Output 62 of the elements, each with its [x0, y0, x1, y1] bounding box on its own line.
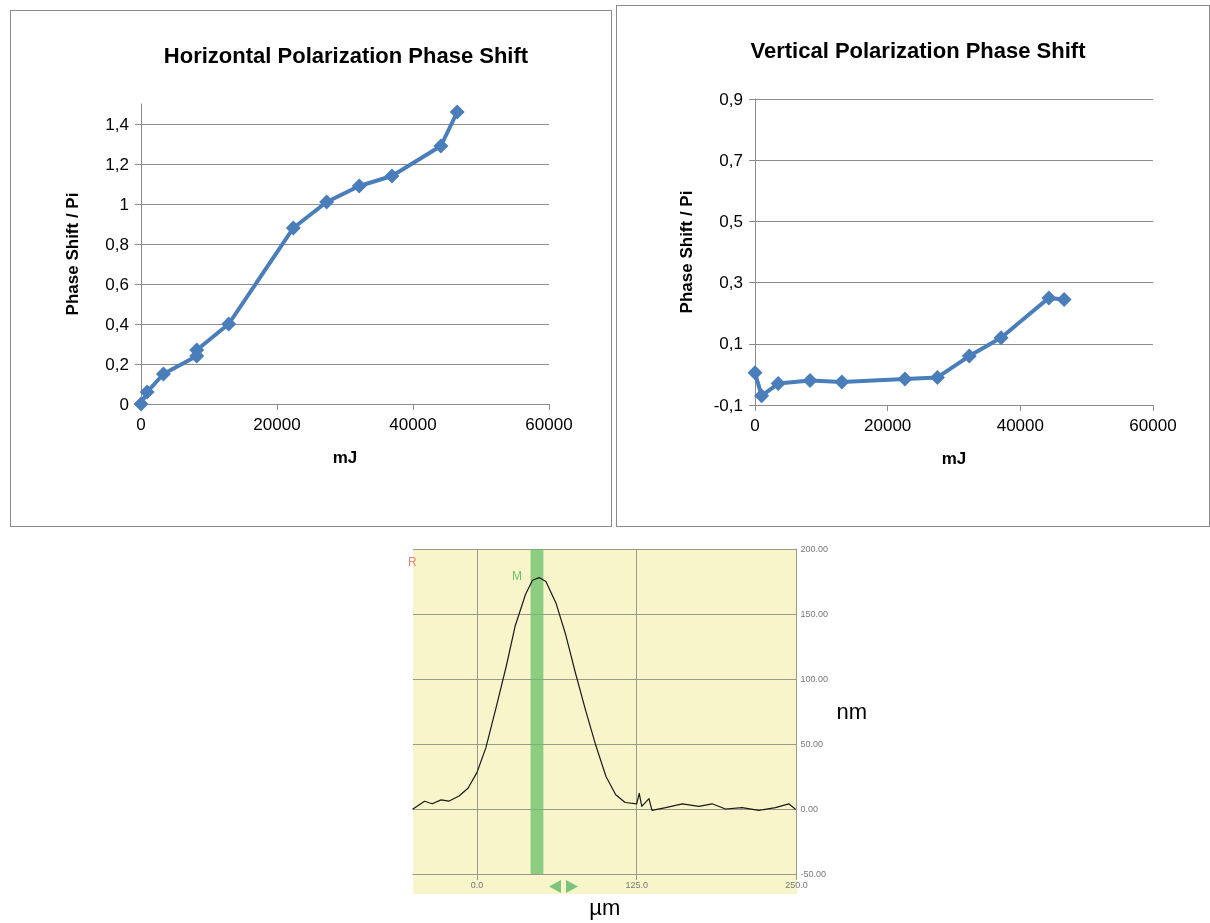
- point: [993, 330, 1009, 346]
- x-tick-label: 0: [136, 415, 146, 434]
- y-tick-label: 200.00: [800, 544, 828, 554]
- point: [754, 388, 770, 404]
- point: [384, 168, 400, 184]
- y-axis-title: Phase Shift / Pi: [677, 190, 696, 314]
- x-tick-label: 60000: [1129, 416, 1177, 435]
- point: [770, 376, 786, 392]
- y-tick-label: 0,5: [719, 211, 743, 231]
- annotation: M: [512, 569, 522, 583]
- point: [133, 396, 149, 412]
- x-tick-label: 250.0: [785, 879, 808, 890]
- y-tick-label: 1: [119, 194, 129, 214]
- x-axis-title: mJ: [332, 448, 358, 467]
- x-axis-title: mJ: [941, 449, 967, 468]
- y-tick-label: 0,8: [105, 234, 129, 254]
- point: [221, 316, 237, 332]
- point: [433, 138, 449, 154]
- point: [1041, 290, 1057, 306]
- y-tick-label: 0,4: [105, 314, 129, 334]
- x-tick-label: 0: [750, 416, 760, 435]
- point: [929, 369, 945, 385]
- point: [155, 366, 171, 382]
- point: [1056, 291, 1072, 307]
- point: [802, 373, 818, 389]
- x-tick-label: 125.0: [625, 879, 648, 890]
- point: [747, 365, 763, 381]
- y-tick-label: 0,2: [105, 354, 129, 374]
- y-tick-label: 0.00: [800, 804, 818, 814]
- y-tick-label: 100.00: [800, 674, 828, 684]
- annotation: R: [408, 555, 417, 569]
- x-tick-label: 20000: [253, 415, 301, 434]
- y-tick-label: 50.00: [800, 739, 823, 749]
- y-tick-label: 1,2: [105, 154, 129, 174]
- point: [285, 220, 301, 236]
- point: [351, 178, 367, 194]
- x-tick-label: 60000: [525, 415, 573, 434]
- y-tick-label: 0,1: [719, 334, 743, 354]
- chart-title: Vertical Polarization Phase Shift: [750, 37, 1087, 63]
- y-axis-title: nm: [836, 699, 867, 724]
- y-tick-label: 0,7: [719, 150, 743, 170]
- point: [834, 374, 850, 390]
- y-tick-label: -50.00: [800, 869, 826, 879]
- x-axis-title: µm: [589, 894, 621, 920]
- point: [139, 384, 155, 400]
- x-tick-label: 0.0: [470, 879, 484, 890]
- y-tick-label: 0,6: [105, 274, 129, 294]
- point: [449, 104, 465, 120]
- y-tick-label: 150.00: [800, 609, 828, 619]
- y-axis-title: Phase Shift / Pi: [63, 192, 82, 316]
- y-tick-label: 0,9: [719, 89, 743, 109]
- point: [319, 194, 335, 210]
- x-tick-label: 40000: [389, 415, 437, 434]
- x-tick-label: 20000: [864, 416, 912, 435]
- x-tick-label: 40000: [996, 416, 1044, 435]
- y-tick-label: -0,1: [713, 395, 743, 415]
- y-tick-label: 0: [119, 394, 129, 414]
- chart-title: Horizontal Polarization Phase Shift: [163, 42, 529, 68]
- point: [897, 371, 913, 387]
- y-tick-label: 1,4: [105, 114, 129, 134]
- y-tick-label: 0,3: [719, 273, 743, 293]
- point: [961, 348, 977, 364]
